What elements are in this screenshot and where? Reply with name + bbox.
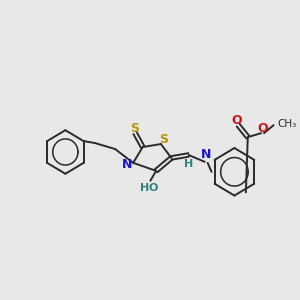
Text: H: H	[184, 159, 193, 169]
Text: H: H	[140, 183, 149, 193]
Text: S: S	[159, 133, 168, 146]
Text: O: O	[231, 114, 242, 127]
Text: CH₃: CH₃	[278, 119, 297, 129]
Text: S: S	[130, 122, 140, 135]
Text: N: N	[122, 158, 133, 171]
Text: O: O	[148, 183, 158, 193]
Text: N: N	[201, 148, 211, 161]
Text: O: O	[258, 122, 268, 135]
